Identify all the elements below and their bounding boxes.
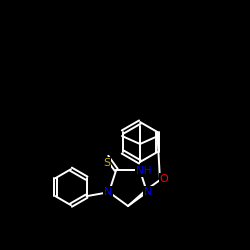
Text: N: N <box>144 187 152 197</box>
Text: S: S <box>103 158 110 168</box>
Text: N: N <box>104 187 112 197</box>
Text: NH: NH <box>136 166 152 176</box>
Text: O: O <box>160 174 168 184</box>
